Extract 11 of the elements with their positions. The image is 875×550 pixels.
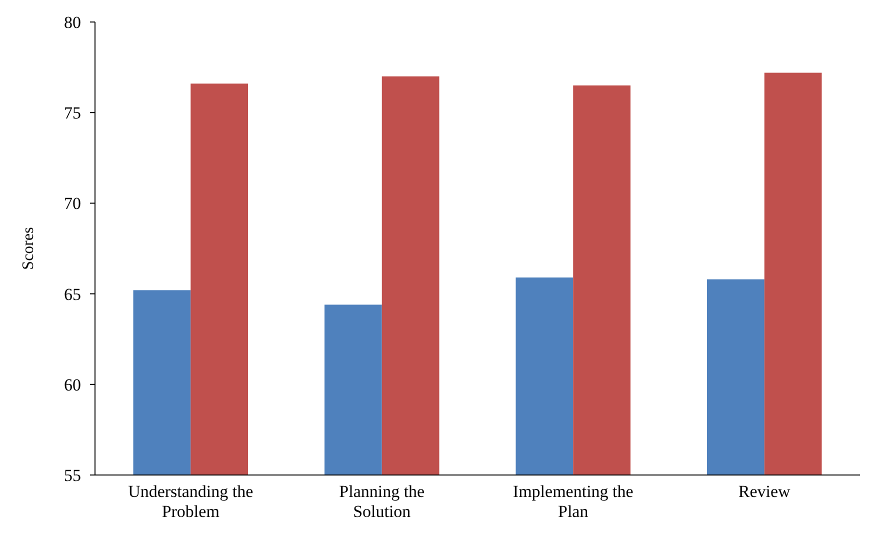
x-tick-label: Planning the Solution [339,482,425,521]
y-tick-label: 75 [64,104,81,123]
y-tick-label: 65 [64,284,81,304]
y-tick-label: 70 [64,194,81,214]
y-tick-label: 55 [64,466,81,485]
x-tick-label: Understanding the Problem [128,482,254,521]
x-tick-label: Implementing the Plan [512,482,634,521]
y-axis-title: Scores [20,227,37,270]
y-tick-label: 80 [64,12,81,32]
y-tick-label: 60 [64,375,81,394]
x-tick-label: Review [738,482,792,501]
